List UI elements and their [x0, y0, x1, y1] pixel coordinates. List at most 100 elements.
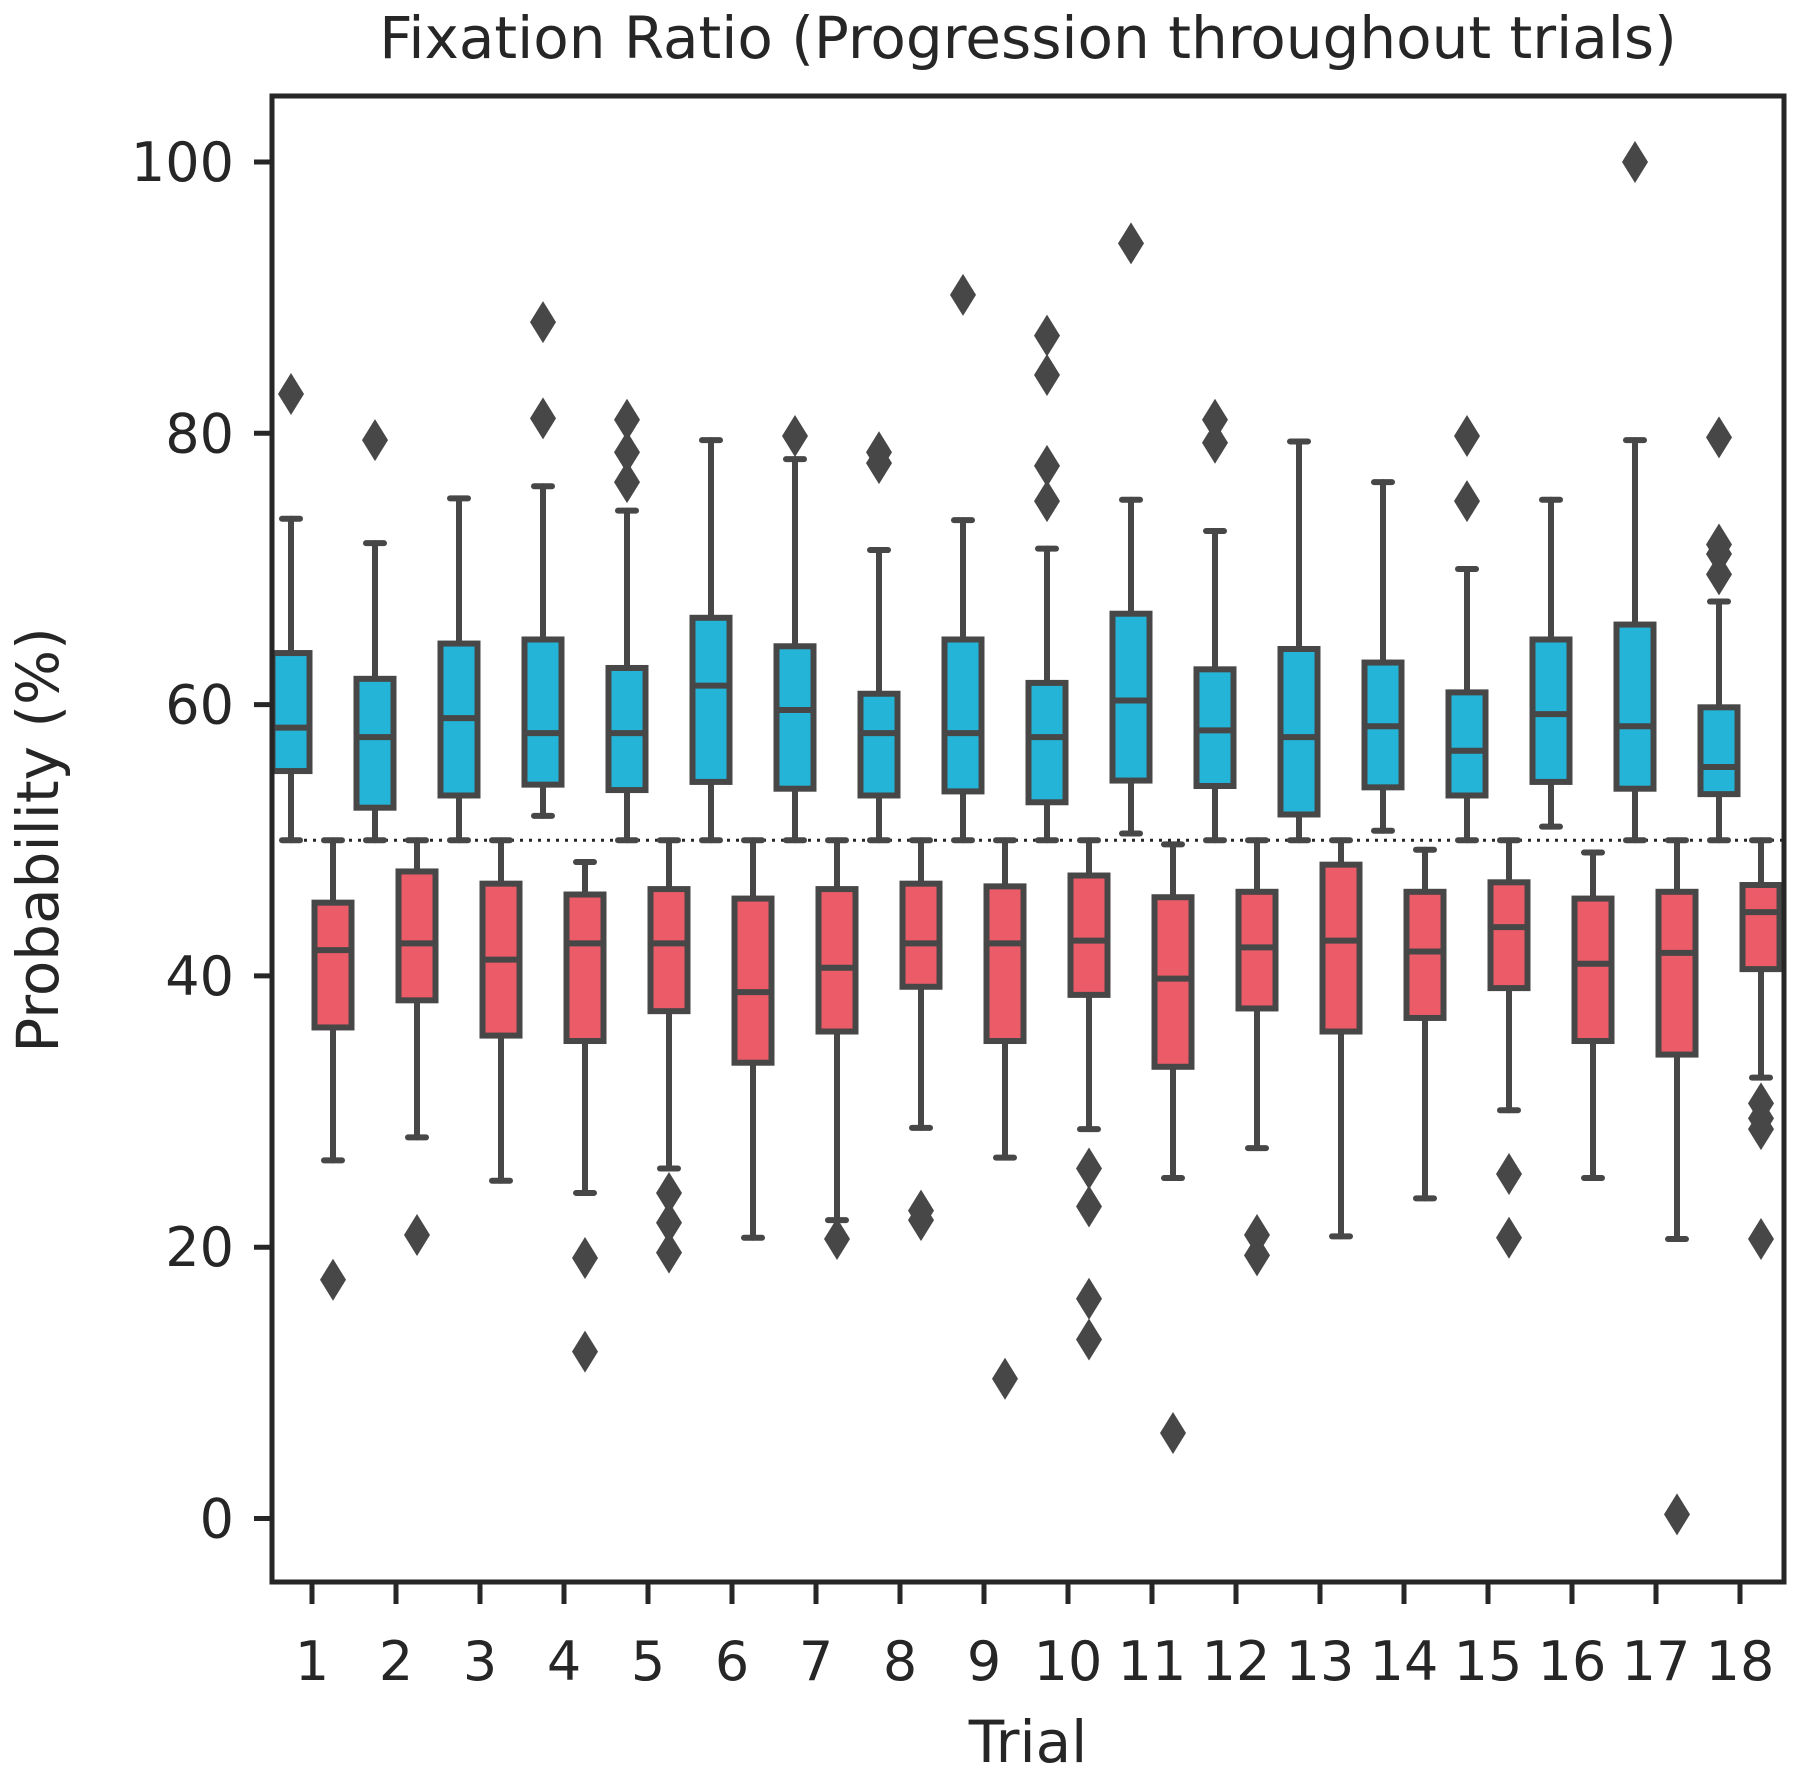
lower-box-trial-1: [311, 837, 355, 1301]
outlier-point: [1454, 415, 1480, 458]
upper-box-trial-10: [1025, 314, 1069, 844]
iqr-box: [1319, 861, 1363, 1035]
iqr-box: [1067, 872, 1111, 998]
upper-box-trial-17: [1613, 141, 1657, 844]
iqr-box: [269, 650, 313, 775]
outlier-point: [1034, 480, 1060, 523]
lower-box-trial-8: [899, 837, 943, 1242]
upper-box-trial-14: [1361, 479, 1405, 834]
upper-box-trial-3: [437, 495, 481, 844]
outlier-point: [1496, 1152, 1522, 1195]
lower-box-trial-9: [983, 837, 1027, 1400]
upper-box-trial-12: [1193, 398, 1237, 844]
iqr-box: [773, 643, 817, 792]
upper-box-trial-6: [689, 437, 733, 844]
x-tick-label: 5: [631, 1630, 665, 1693]
iqr-box: [1739, 882, 1783, 973]
outlier-point: [1202, 398, 1228, 441]
iqr-box: [899, 880, 943, 990]
iqr-box: [353, 675, 397, 811]
upper-box-trial-2: [353, 419, 397, 844]
outlier-point: [1748, 1082, 1774, 1125]
lower-box-trial-4: [563, 858, 607, 1373]
y-tick-label: 0: [200, 1488, 234, 1551]
iqr-box: [1277, 645, 1321, 818]
x-tick-label: 10: [1034, 1630, 1103, 1693]
x-tick-label: 2: [379, 1630, 413, 1693]
iqr-box: [1445, 689, 1489, 799]
outlier-point: [782, 415, 808, 458]
lower-box-trial-3: [479, 837, 523, 1184]
iqr-box: [1613, 621, 1657, 792]
outlier-point: [656, 1171, 682, 1214]
chart-title: Fixation Ratio (Progression throughout t…: [379, 4, 1676, 72]
x-tick-label: 8: [883, 1630, 917, 1693]
y-tick-label: 40: [165, 945, 234, 1008]
iqr-box: [815, 886, 859, 1035]
outlier-point: [1160, 1412, 1186, 1455]
x-tick-label: 17: [1622, 1630, 1691, 1693]
outlier-point: [1034, 314, 1060, 357]
x-tick-label: 12: [1202, 1630, 1271, 1693]
outlier-point: [1076, 1318, 1102, 1361]
iqr-box: [731, 895, 775, 1066]
outlier-point: [572, 1237, 598, 1280]
outlier-point: [1076, 1185, 1102, 1228]
outlier-point: [1664, 1493, 1690, 1536]
iqr-box: [521, 636, 565, 788]
outlier-point: [1118, 222, 1144, 265]
lower-box-trial-17: [1655, 837, 1699, 1536]
upper-box-trial-15: [1445, 415, 1489, 844]
outlier-point: [404, 1213, 430, 1256]
outlier-point: [824, 1218, 850, 1261]
x-tick-label: 11: [1118, 1630, 1187, 1693]
outlier-point: [1622, 141, 1648, 183]
y-tick-label: 60: [165, 674, 234, 737]
outlier-point: [1706, 523, 1732, 566]
y-axis: 0 20 40 60 80 100: [131, 131, 272, 1551]
outlier-point: [320, 1258, 346, 1301]
outlier-point: [656, 1231, 682, 1274]
iqr-box: [647, 886, 691, 1015]
outlier-point: [1034, 444, 1060, 487]
lower-box-trial-5: [647, 837, 691, 1274]
lower-box-trial-15: [1487, 837, 1531, 1259]
iqr-box: [1109, 610, 1153, 784]
upper-box-trial-18: [1697, 416, 1741, 844]
y-tick-label: 20: [165, 1216, 234, 1279]
y-tick-label: 100: [131, 131, 234, 194]
upper-box-trial-13: [1277, 438, 1321, 844]
outlier-point: [1244, 1213, 1270, 1256]
lower-box-trial-12: [1235, 837, 1279, 1277]
iqr-box: [1151, 894, 1195, 1070]
iqr-box: [941, 636, 985, 795]
x-tick-label: 4: [547, 1630, 581, 1693]
upper-box-trial-4: [521, 301, 565, 819]
iqr-box: [563, 891, 607, 1045]
outlier-point: [992, 1357, 1018, 1400]
outlier-point: [278, 372, 304, 415]
lower-box-trial-16: [1571, 849, 1615, 1182]
x-tick-label: 15: [1454, 1630, 1523, 1693]
lower-box-trial-14: [1403, 846, 1447, 1202]
x-tick-label: 3: [463, 1630, 497, 1693]
iqr-box: [1529, 636, 1573, 785]
iqr-box: [689, 614, 733, 785]
upper-box-trial-8: [857, 431, 901, 844]
iqr-box: [395, 868, 439, 1004]
outlier-point: [656, 1201, 682, 1244]
outlier-point: [1034, 353, 1060, 396]
x-tick-label: 14: [1370, 1630, 1439, 1693]
outlier-point: [530, 397, 556, 440]
x-tick-label: 1: [295, 1630, 329, 1693]
lower-box-trial-10: [1067, 837, 1111, 1361]
iqr-box: [857, 690, 901, 799]
plot-body: [269, 141, 1783, 1536]
x-tick-label: 16: [1538, 1630, 1607, 1693]
upper-box-trial-7: [773, 415, 817, 844]
upper-box-trial-9: [941, 273, 985, 844]
lower-box-trial-13: [1319, 837, 1363, 1240]
outlier-point: [614, 461, 640, 504]
iqr-box: [983, 883, 1027, 1045]
